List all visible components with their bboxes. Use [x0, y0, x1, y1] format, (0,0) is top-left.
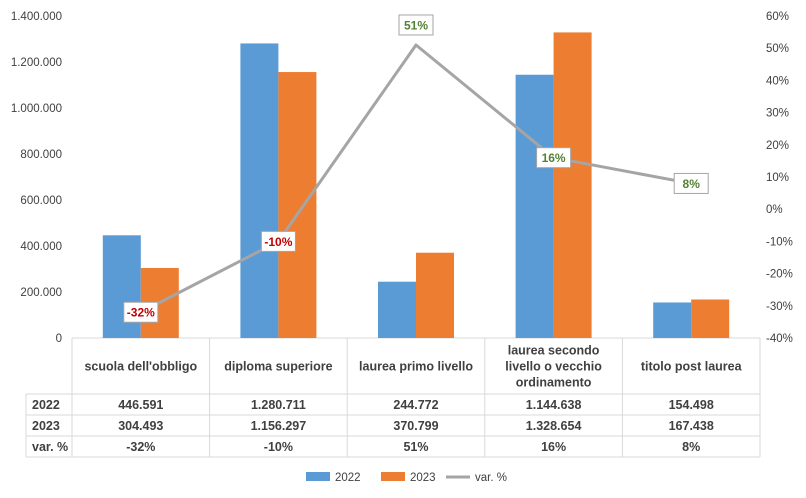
- y-right-tick-label: 40%: [766, 75, 789, 87]
- y-left-tick-label: 1.000.000: [11, 103, 62, 115]
- data-table: scuola dell'obbligo diploma superiore laur…: [25, 338, 761, 458]
- y-right-tick-label: -20%: [766, 269, 793, 281]
- line-layer: -32% -10% 51% 16% 8%: [123, 14, 709, 323]
- legend-swatch: [381, 472, 405, 481]
- line-data-label: -32%: [127, 306, 155, 320]
- line-data-label-box: [260, 230, 296, 252]
- y-right-tick-label: 10%: [766, 172, 789, 184]
- category-label: laurea primo livello: [359, 360, 473, 374]
- line-data-label-box: [673, 172, 709, 194]
- table-cell: 154.498: [669, 398, 714, 412]
- category-label: livello o vecchio: [505, 360, 602, 374]
- line-data-label-box: [123, 301, 159, 323]
- legend-label: 2022: [335, 472, 361, 484]
- y-left-tick-label: 400.000: [20, 241, 62, 253]
- table-row-header: var. %: [32, 440, 68, 454]
- line-data-label-box: [398, 14, 434, 36]
- y-left-tick-label: 200.000: [20, 287, 62, 299]
- bar-2023-1: [278, 72, 317, 338]
- table-cell: 51%: [403, 440, 428, 454]
- category-label: laurea secondo: [508, 344, 600, 358]
- table-cell: -10%: [264, 440, 293, 454]
- table-cell: 16%: [541, 440, 566, 454]
- table-cell: 446.591: [118, 398, 163, 412]
- line-data-label: -10%: [264, 235, 292, 249]
- bars-layer: [102, 32, 730, 339]
- axes-layer: 0 200.000 400.000 600.000 800.000 1.000.000 1.…: [11, 11, 793, 345]
- y-left-tick-label: 600.000: [20, 195, 62, 207]
- table-cell: 1.280.711: [251, 398, 306, 412]
- table-cell: 1.328.654: [526, 419, 582, 433]
- y-right-tick-label: 0%: [766, 204, 783, 216]
- table-cell: 244.772: [393, 398, 438, 412]
- table-cell: 167.438: [669, 419, 714, 433]
- table-cell: 1.156.297: [251, 419, 307, 433]
- table-cell: -32%: [126, 440, 155, 454]
- legend-label: var. %: [475, 472, 507, 484]
- bar-2023-4: [691, 299, 730, 338]
- category-label: scuola dell'obbligo: [84, 360, 197, 374]
- table-cell: 1.144.638: [526, 398, 582, 412]
- y-right-tick-label: 30%: [766, 108, 789, 120]
- y-right-tick-label: 20%: [766, 140, 789, 152]
- bar-2022-3: [515, 74, 554, 338]
- legend: 2022 2023 var. %: [306, 472, 507, 484]
- y-left-tick-label: 800.000: [20, 149, 62, 161]
- table-row-header: 2023: [32, 419, 60, 433]
- y-left-tick-label: 0: [56, 333, 62, 345]
- legend-swatch: [306, 472, 330, 481]
- table-row-header: 2022: [32, 398, 60, 412]
- bar-2022-1: [240, 43, 279, 339]
- y-left-tick-label: 1.400.000: [11, 11, 62, 23]
- bar-2022-4: [653, 302, 692, 338]
- bar-2022-2: [378, 281, 416, 338]
- line-data-label: 8%: [683, 177, 701, 191]
- category-label: titolo post laurea: [641, 360, 743, 374]
- table-cell: 8%: [682, 440, 700, 454]
- line-data-label: 51%: [404, 18, 428, 32]
- y-right-tick-label: -40%: [766, 333, 793, 345]
- legend-label: 2023: [410, 472, 436, 484]
- category-label: diploma superiore: [224, 360, 332, 374]
- bar-2023-3: [553, 32, 592, 339]
- y-left-tick-label: 1.200.000: [11, 57, 62, 69]
- table-cell: 370.799: [393, 419, 438, 433]
- line-data-label: 16%: [542, 151, 566, 165]
- category-label: ordinamento: [516, 376, 592, 390]
- y-right-tick-label: 50%: [766, 43, 789, 55]
- line-var-percent: [140, 43, 692, 314]
- y-right-tick-label: 60%: [766, 11, 789, 23]
- table-cell: 304.493: [118, 419, 163, 433]
- bar-2023-2: [416, 252, 454, 338]
- y-right-tick-label: -10%: [766, 236, 793, 248]
- y-right-tick-label: -30%: [766, 301, 793, 313]
- line-data-label-box: [536, 147, 572, 169]
